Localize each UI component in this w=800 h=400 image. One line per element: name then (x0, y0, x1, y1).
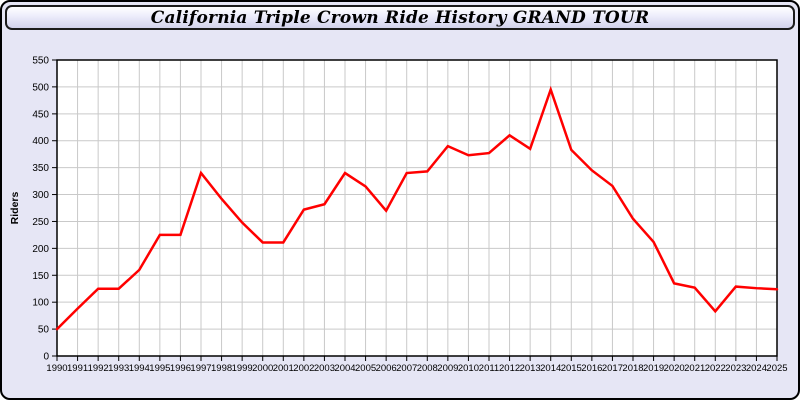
plot-area (57, 60, 777, 356)
riders-series-line (55, 85, 779, 331)
y-tick-label: 200 (32, 244, 49, 255)
x-tick-label: 2010 (458, 363, 479, 374)
x-tick-label: 2003 (314, 363, 335, 374)
x-tick-label: 2024 (746, 363, 767, 374)
x-tick-label: 1992 (88, 363, 109, 374)
plot-border (56, 59, 778, 357)
x-tick-label: 2019 (643, 363, 664, 374)
x-tick-label: 1991 (67, 363, 88, 374)
y-tick-label: 300 (32, 190, 49, 201)
x-tick-label: 1994 (129, 363, 150, 374)
x-tick-label: 2022 (705, 363, 726, 374)
x-tick-label: 1997 (190, 363, 211, 374)
y-tick-label: 0 (43, 352, 49, 363)
x-tick-label: 1996 (170, 363, 191, 374)
x-tick-label: 2014 (540, 363, 561, 374)
x-tick-label: 2001 (273, 363, 294, 374)
x-tick-label: 2015 (561, 363, 582, 374)
x-tick-label: 1993 (108, 363, 129, 374)
y-tick-label: 450 (32, 109, 49, 120)
y-tick-label: 350 (32, 163, 49, 174)
x-tick-label: 2011 (479, 363, 499, 374)
y-axis-title: Riders (9, 192, 21, 225)
y-tick-label: 150 (32, 271, 49, 282)
x-tick-label: 2023 (725, 363, 746, 374)
x-tick-label: 2002 (293, 363, 314, 374)
x-tick-label: 2025 (766, 363, 787, 374)
y-tick-label: 550 (32, 56, 49, 67)
x-tick-label: 2012 (499, 363, 520, 374)
x-tick-label: 1995 (149, 363, 170, 374)
x-tick-label: 2007 (396, 363, 417, 374)
x-tick-label: 2021 (684, 363, 705, 374)
y-tick-label: 250 (32, 217, 49, 228)
y-tick-label: 500 (32, 82, 49, 93)
x-tick-label: 2017 (602, 363, 623, 374)
x-tick-label: 1999 (232, 363, 253, 374)
y-tick-label: 100 (32, 298, 49, 309)
x-tick-label: 2005 (355, 363, 376, 374)
x-tick-label: 2004 (334, 363, 355, 374)
x-tick-label: 2006 (376, 363, 397, 374)
x-tick-label: 1990 (46, 363, 67, 374)
x-tick-label: 2016 (581, 363, 602, 374)
title-bar: California Triple Crown Ride History GRA… (5, 5, 795, 30)
x-tick-label: 2000 (252, 363, 273, 374)
chart-title: California Triple Crown Ride History GRA… (150, 7, 650, 28)
x-tick-label: 2013 (520, 363, 541, 374)
x-tick-label: 2018 (622, 363, 643, 374)
x-tick-label: 2020 (664, 363, 685, 374)
x-tick-label: 1998 (211, 363, 232, 374)
y-tick-label: 400 (32, 136, 49, 147)
x-tick-label: 2008 (417, 363, 438, 374)
y-tick-label: 50 (38, 325, 50, 336)
x-tick-label: 2009 (437, 363, 458, 374)
